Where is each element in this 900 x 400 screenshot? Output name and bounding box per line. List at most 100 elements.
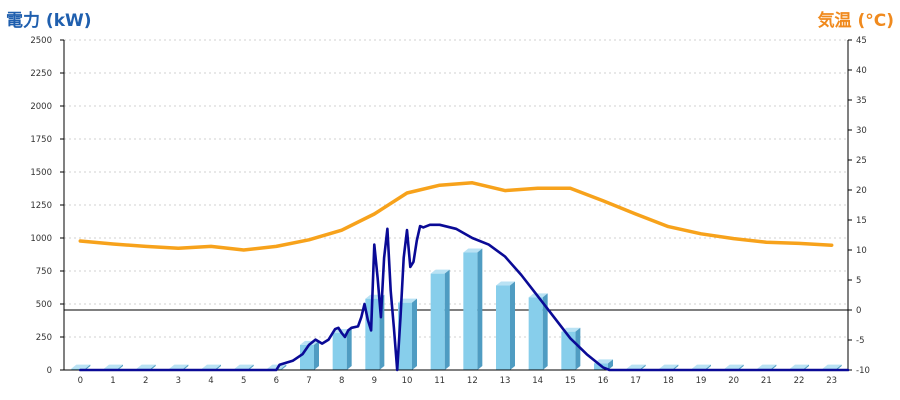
- x-tick-label: 8: [339, 376, 344, 386]
- bar-side: [510, 281, 515, 370]
- bar-side: [738, 364, 744, 370]
- bar: [561, 327, 581, 370]
- bar-top: [822, 364, 842, 369]
- right-tick-label: 20: [856, 186, 867, 196]
- left-tick-label: 2000: [30, 102, 52, 112]
- bar-top: [169, 364, 189, 369]
- left-axis-title: 電力 (kW): [6, 11, 92, 31]
- x-tick-label: 12: [467, 376, 478, 386]
- bar-top: [267, 364, 287, 369]
- bar-top: [790, 364, 809, 369]
- bar-side: [706, 364, 711, 370]
- bar-top: [430, 269, 450, 274]
- right-tick-label: 35: [856, 96, 867, 106]
- x-tick-label: 18: [663, 376, 674, 386]
- bar-side: [542, 293, 548, 370]
- x-tick-label: 15: [565, 376, 576, 386]
- right-tick-label: 5: [856, 276, 861, 286]
- bar-side: [346, 329, 352, 370]
- bar-front: [430, 273, 445, 370]
- x-tick-label: 14: [532, 376, 543, 386]
- left-tick-label: 1250: [30, 201, 52, 211]
- bar-top: [724, 364, 744, 369]
- x-tick-label: 6: [274, 376, 279, 386]
- bar: [463, 248, 483, 370]
- bar-side: [118, 364, 123, 370]
- power-line: [79, 223, 850, 372]
- left-tick-label: 750: [36, 267, 52, 277]
- bar-side: [314, 340, 319, 370]
- bar-side: [836, 364, 842, 370]
- right-tick-label: -10: [856, 366, 870, 376]
- right-tick-label: 45: [856, 36, 867, 46]
- bar-side: [150, 364, 156, 370]
- bar-top: [757, 364, 777, 369]
- x-tick-label: 20: [728, 376, 739, 386]
- left-tick-label: 2500: [30, 36, 52, 46]
- x-tick-label: 7: [306, 376, 311, 386]
- bar-side: [804, 364, 809, 370]
- left-tick-label: 0: [47, 366, 52, 376]
- left-tick-label: 2250: [30, 69, 52, 79]
- right-tick-label: 0: [856, 306, 861, 316]
- left-tick-label: 250: [36, 333, 52, 343]
- bar-side: [412, 298, 417, 370]
- bar-side: [248, 364, 254, 370]
- x-tick-label: 17: [630, 376, 641, 386]
- bar-side: [608, 359, 613, 370]
- bar: [430, 269, 450, 370]
- bar-top: [659, 364, 679, 369]
- right-tick-label: 15: [856, 216, 867, 226]
- x-tick-label: 10: [402, 376, 413, 386]
- x-tick-label: 9: [372, 376, 377, 386]
- x-tick-label: 23: [826, 376, 837, 386]
- bar-front: [496, 285, 510, 370]
- x-tick-label: 22: [794, 376, 805, 386]
- right-tick-label: 10: [856, 246, 867, 256]
- x-tick-label: 2: [143, 376, 148, 386]
- bar-top: [626, 364, 646, 369]
- bar: [332, 329, 352, 370]
- x-tick-label: 13: [500, 376, 511, 386]
- bar-side: [673, 364, 679, 370]
- x-tick-label: 16: [598, 376, 609, 386]
- right-tick-label: 40: [856, 66, 867, 76]
- bar-top: [136, 364, 156, 369]
- right-tick-label: 30: [856, 126, 867, 136]
- bar: [528, 293, 548, 370]
- bar-side: [444, 269, 450, 370]
- bar-top: [202, 364, 221, 369]
- right-axis-title: 気温 (°C): [817, 11, 894, 31]
- bar-top: [71, 364, 91, 369]
- bar-front: [528, 297, 543, 370]
- bar-side: [85, 364, 91, 370]
- x-tick-label: 11: [434, 376, 445, 386]
- x-tick-label: 3: [176, 376, 181, 386]
- bar: [496, 281, 515, 370]
- left-tick-label: 1500: [30, 168, 52, 178]
- bar-top: [496, 281, 515, 286]
- bar-side: [640, 364, 646, 370]
- x-tick-label: 1: [110, 376, 115, 386]
- left-tick-label: 500: [36, 300, 52, 310]
- temperature-line: [78, 181, 834, 252]
- right-tick-label: -5: [856, 336, 864, 346]
- bar-top: [234, 364, 254, 369]
- bar-top: [104, 364, 123, 369]
- bar: [71, 364, 91, 370]
- bar-front: [332, 333, 347, 370]
- bar-side: [477, 248, 483, 370]
- left-tick-label: 1750: [30, 135, 52, 145]
- left-tick-label: 1000: [30, 234, 52, 244]
- bar-front: [463, 252, 478, 370]
- right-tick-label: 25: [856, 156, 867, 166]
- bar-side: [771, 364, 777, 370]
- x-tick-label: 4: [208, 376, 213, 386]
- x-tick-label: 21: [761, 376, 772, 386]
- bar-top: [463, 248, 483, 253]
- bar-front: [365, 298, 380, 370]
- bar-front: [71, 368, 86, 370]
- x-tick-label: 19: [696, 376, 707, 386]
- bar-side: [183, 364, 189, 370]
